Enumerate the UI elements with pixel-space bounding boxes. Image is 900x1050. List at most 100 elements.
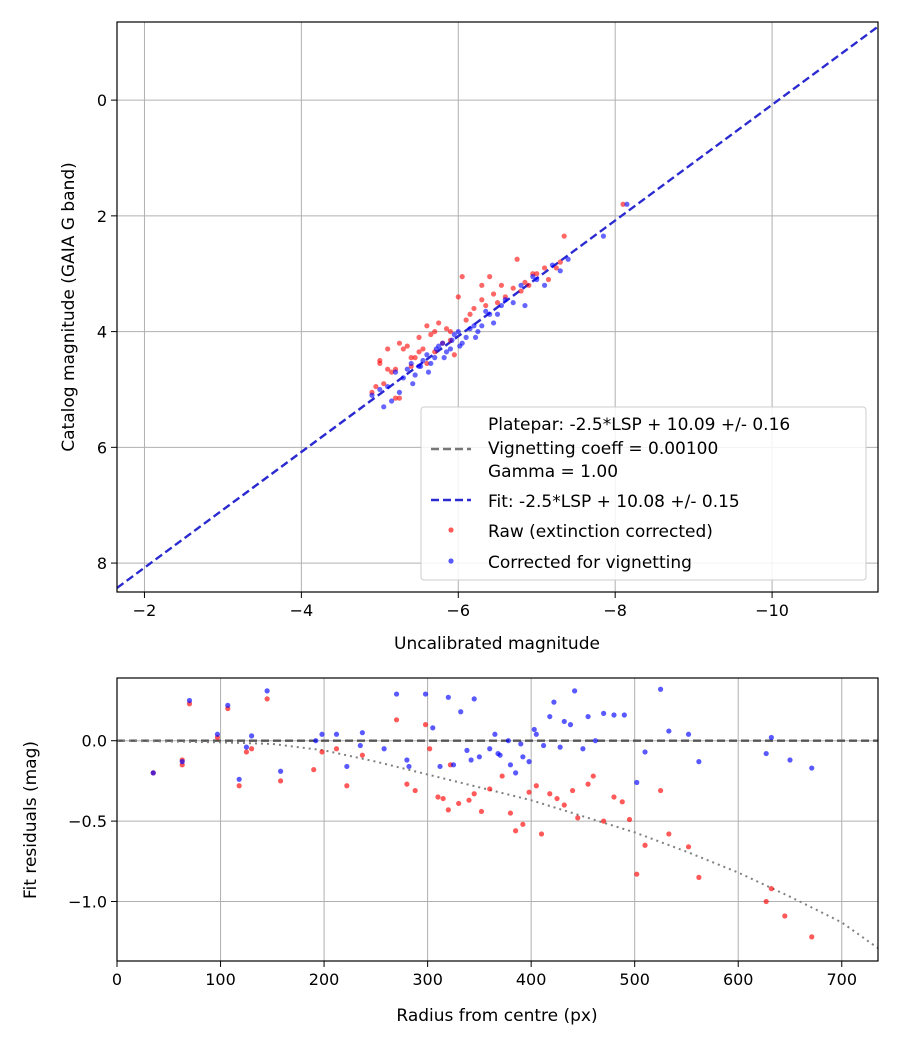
raw-point [642,842,648,848]
corrected-point [450,762,457,768]
corrected-point [685,731,692,737]
x-tick-label: 600 [723,970,754,989]
corrected-point [388,398,395,404]
raw-point [626,816,633,823]
raw-point [393,717,400,723]
raw-point [534,271,540,277]
raw-point [526,282,532,288]
corrected-point [408,360,414,367]
corrected-point [410,381,416,387]
corrected-point [585,713,591,720]
corrected-point [443,349,450,355]
corrected-point [381,746,387,752]
raw-point [388,369,395,375]
raw-point [520,821,526,827]
corrected-point [313,738,319,744]
corrected-point [510,300,516,306]
corrected-point [451,331,457,338]
corrected-point [404,757,410,763]
raw-point [443,326,450,332]
raw-point [447,328,454,335]
corrected-point [534,276,540,283]
raw-point [499,773,505,779]
corrected-point [557,268,563,274]
y-tick-label: 8 [97,554,107,573]
raw-point [483,302,489,309]
corrected-point [526,759,532,765]
bottom-ticks: 0 100 200 300 400 500 600 700 −1.0 −0.5 0.0 [68,732,857,989]
x-tick-label: 0 [112,970,122,989]
raw-point [396,395,403,401]
corrected-point [809,765,815,771]
x-tick-label: −4 [290,601,314,620]
corrected-point [449,337,455,343]
raw-point [445,807,451,813]
raw-point [498,282,505,288]
corrected-point [179,759,185,765]
corrected-point [437,763,443,770]
y-tick-label: 0 [97,91,107,110]
corrected-point [432,355,438,361]
legend-vignetting-label: Vignetting coeff = 0.00100 [488,439,718,459]
corrected-point [490,320,497,326]
raw-point [422,722,429,728]
raw-point [547,791,553,797]
corrected-point [359,730,365,736]
top-ticks: −2 −4 −6 −8 −10 0 2 4 6 8 [97,91,789,620]
corrected-point [540,742,547,749]
corrected-point [428,360,434,367]
corrected-point [458,709,464,715]
raw-point [432,328,438,335]
corrected-point [424,352,430,358]
raw-point [494,300,501,306]
legend-raw-marker [448,527,454,533]
raw-point [373,383,379,390]
raw-point [657,787,664,794]
raw-point [467,311,473,317]
corrected-point [471,323,477,329]
corrected-point [433,346,439,352]
corrected-point [264,688,270,694]
corrected-point [381,404,387,410]
raw-point [424,323,430,329]
corrected-point [483,308,489,314]
raw-point [359,752,365,758]
raw-point [809,934,815,940]
raw-point [479,297,485,303]
corrected-point [467,326,473,332]
corrected-point [447,346,454,352]
raw-point [424,360,430,367]
corrected-point [472,334,479,340]
legend-raw-label: Raw (extinction corrected) [488,522,713,542]
raw-point [264,696,270,702]
corrected-point [468,757,474,763]
raw-point [487,786,493,792]
x-tick-label: 100 [205,970,236,989]
raw-point [311,767,317,773]
corrected-point [393,691,400,697]
corrected-point [344,763,350,770]
corrected-point [601,710,607,716]
corrected-point [369,392,375,398]
raw-point [585,781,591,787]
legend-corrected-label: Corrected for vignetting [488,553,692,573]
corrected-point [392,369,399,375]
raw-point [620,201,626,207]
legend-box [420,406,867,581]
raw-point [455,294,461,300]
raw-point [459,274,465,280]
corrected-point [479,323,485,329]
corrected-point [236,776,242,782]
bottom-grid [116,678,878,961]
corrected-point [425,369,432,375]
corrected-point [422,691,429,697]
corrected-point [492,731,498,737]
raw-point [522,279,528,286]
corrected-point [487,311,493,317]
corrected-point [572,688,578,694]
corrected-point [357,742,363,749]
corrected-point [430,725,436,731]
corrected-point [666,728,672,734]
raw-point [404,781,410,787]
raw-point [510,285,516,291]
